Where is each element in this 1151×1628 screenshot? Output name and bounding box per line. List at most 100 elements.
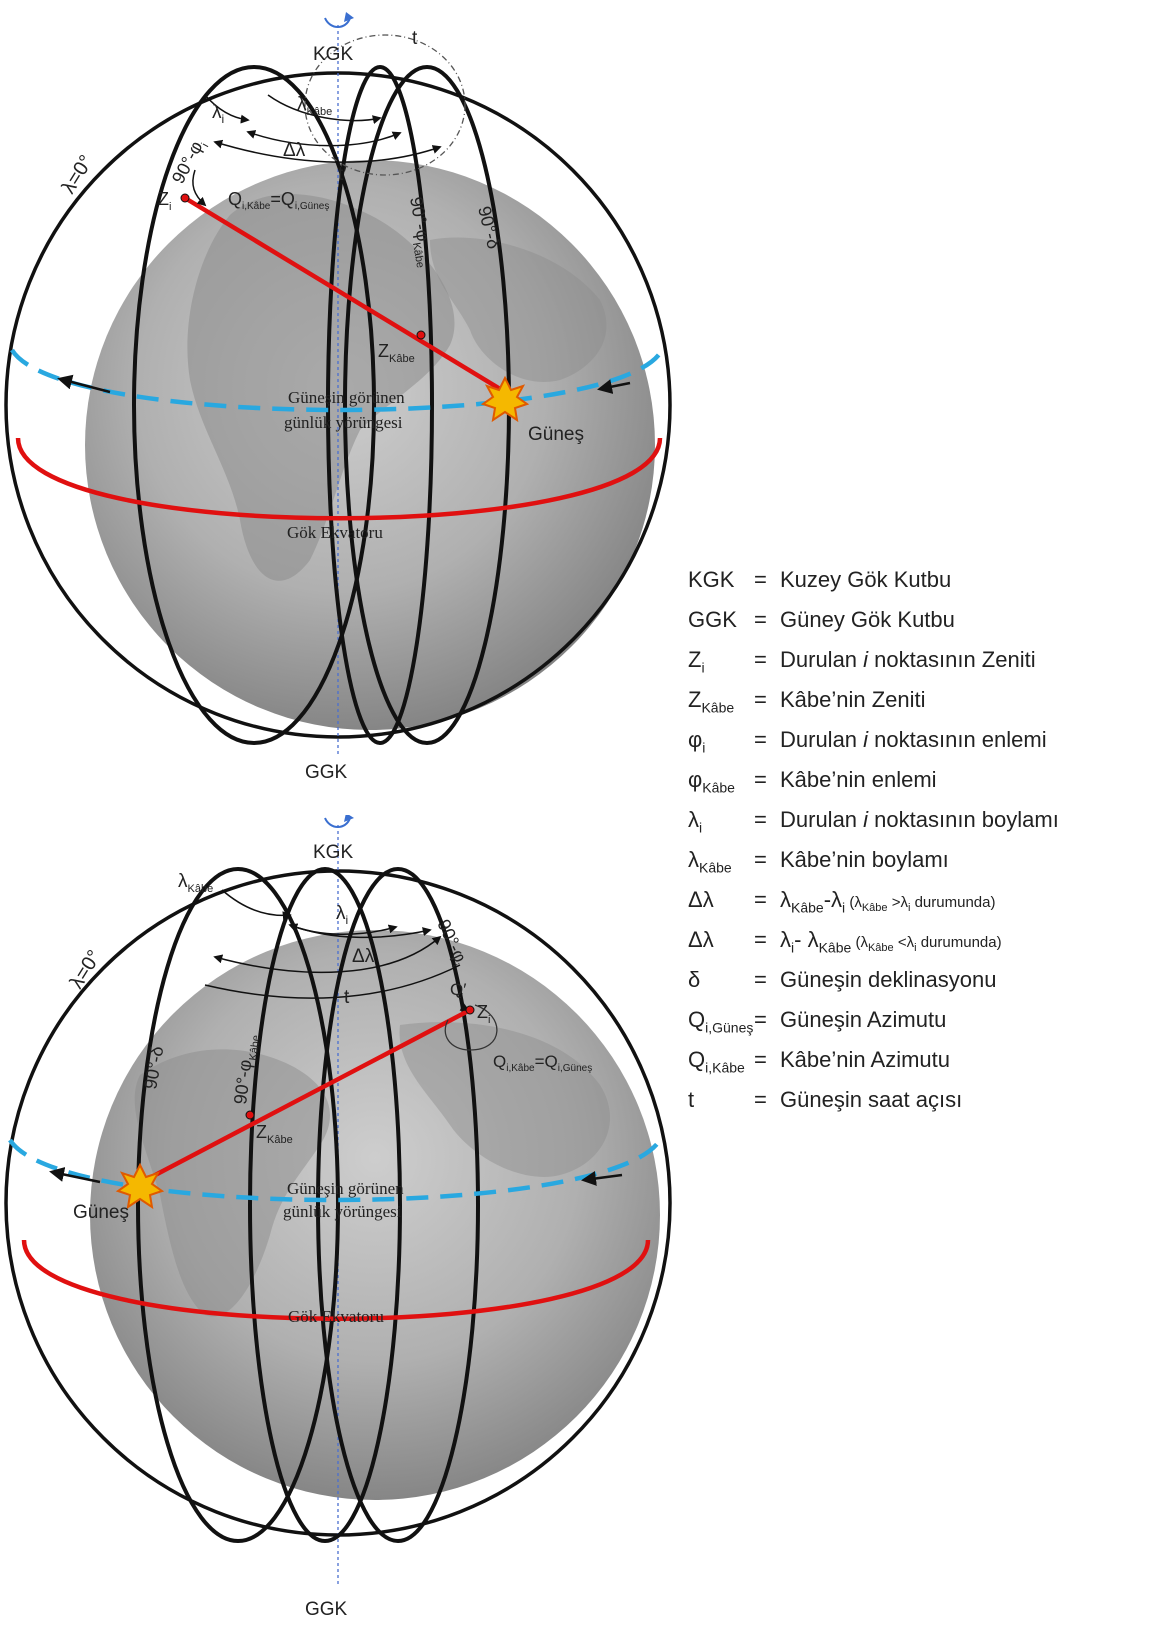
legend-row: Qi,Kâbe = Kâbe’nin Azimutu — [688, 1040, 1148, 1080]
legend-equals: = — [754, 607, 767, 632]
meridian-i — [316, 867, 480, 1543]
arc-lambda-kabe — [221, 889, 292, 921]
equator-label: Gök Ekvatoru — [287, 523, 383, 542]
legend-definition: Kuzey Gök Kutbu — [780, 567, 952, 592]
legend-equals: = — [754, 967, 767, 992]
lambda-kabe-label: λKâbe — [178, 871, 213, 895]
azimuth-equality-label: Qi,Kâbe=Qi,Güneş — [228, 189, 329, 212]
legend-definition: Durulan i noktasının enlemi — [780, 727, 1047, 752]
symbol-legend: KGK = Kuzey Gök Kutbu GGK = Güney Gök Ku… — [688, 560, 1148, 1120]
legend-symbol: δ — [688, 967, 701, 992]
lambda-zero-label: λ=0° — [58, 151, 98, 197]
continent-shape — [430, 237, 607, 382]
legend-symbol: Qi,Kâbe — [688, 1047, 745, 1076]
legend-definition: λKâbe-λi (λKâbe >λi durumunda) — [780, 887, 996, 916]
arc-delta-lambda — [213, 139, 442, 163]
continent-shape — [187, 194, 455, 581]
celestial-sphere-diagram-top: KGK GGK t t′ Δλ λ=0° λi λKâbe 90°-φi 90°… — [4, 12, 672, 783]
legend-symbol: t — [688, 1087, 695, 1112]
celestial-sphere-diagram-bottom: KGK GGK t Q′ Δλ λ=0° λKâbe λi 90°-φi 90°… — [4, 815, 672, 1620]
legend-equals: = — [754, 1047, 767, 1072]
arc-hour-angle — [204, 964, 461, 999]
equator-label: Gök Ekvatoru — [288, 1307, 384, 1326]
arc-delta-lambda — [213, 935, 442, 974]
meridian-kabe — [326, 65, 434, 745]
legend-definition: Durulan i noktasının Zeniti — [780, 647, 1036, 672]
legend-equals: = — [754, 687, 767, 712]
q-prime-label: Q′ — [450, 980, 466, 999]
celestial-equator — [21, 1239, 651, 1321]
sun-icon — [115, 1162, 165, 1210]
delta-lambda-label: Δλ — [352, 946, 375, 967]
zenith-kabe-label: ZKâbe — [378, 341, 415, 365]
meridian-i — [132, 65, 376, 745]
legend-symbol: λKâbe — [688, 847, 732, 876]
lambda-i-label: λi — [336, 903, 348, 927]
legend-definition: Kâbe’nin enlemi — [780, 767, 937, 792]
legend-definition: Güneşin Azimutu — [780, 1007, 947, 1032]
legend-definition: Güney Gök Kutbu — [780, 607, 955, 632]
azimuth-equality-label: Qi,Kâbe=Qi,Güneş — [493, 1052, 592, 1074]
legend-row: Qi,Güneş = Güneşin Azimutu — [688, 1000, 1148, 1040]
orbit-label-line2: günlük yörüngesi — [284, 413, 403, 432]
legend-equals: = — [754, 647, 767, 672]
legend-equals: = — [754, 1007, 767, 1032]
hour-angle-label: t — [412, 28, 418, 49]
legend-symbol: KGK — [688, 567, 735, 592]
zenith-i-label: Zi — [158, 189, 171, 213]
zenith-i-marker — [465, 1005, 475, 1015]
orbit-label-line2: günlük yörüngesi — [283, 1202, 402, 1221]
legend-symbol: φi — [688, 727, 706, 756]
legend-symbol: Zi — [688, 647, 705, 676]
zenith-kabe-marker — [245, 1110, 255, 1120]
legend-symbol: λi — [688, 807, 703, 836]
legend-equals: = — [754, 567, 767, 592]
sun-daily-orbit — [10, 348, 664, 413]
hour-angle-prime-label: t′ — [338, 164, 347, 185]
great-circle-arc — [138, 1008, 472, 1185]
hour-angle-label: t — [344, 987, 350, 1008]
legend-definition: Güneşin saat açısı — [780, 1087, 963, 1112]
legend-symbol: Δλ — [688, 927, 714, 952]
legend-row: KGK = Kuzey Gök Kutbu — [688, 560, 1148, 600]
sun-label: Güneş — [528, 424, 584, 445]
orbit-label-line1: Güneşin görünen — [288, 388, 405, 407]
arc-azimuth — [444, 1004, 498, 1051]
orbit-label-line1: Güneşin görünen — [287, 1179, 404, 1198]
continent-shape — [134, 1049, 330, 1317]
lambda-i-label: λi — [212, 102, 224, 126]
orbit-arrow-left — [57, 374, 111, 394]
zenith-i-marker — [180, 193, 190, 203]
legend-definition: λi- λKâbe (λKâbe <λi durumunda) — [780, 927, 1002, 956]
legend-equals: = — [754, 767, 767, 792]
orbit-arrow-right — [581, 1170, 623, 1186]
legend-definition: Kâbe’nin Azimutu — [780, 1047, 950, 1072]
zenith-kabe-marker — [416, 330, 426, 340]
legend-symbol: φKâbe — [688, 767, 735, 796]
arc-lambda-kabe — [267, 94, 382, 125]
orbit-arrow-left — [49, 1167, 101, 1184]
north-pole-label: KGK — [313, 44, 353, 65]
arc-colatitude-i — [192, 169, 207, 207]
legend-symbol: Qi,Güneş — [688, 1007, 754, 1036]
legend-equals: = — [754, 807, 767, 832]
legend-row: t = Güneşin saat açısı — [688, 1080, 1148, 1120]
legend-row: φKâbe = Kâbe’nin enlemi — [688, 760, 1148, 800]
legend-equals: = — [754, 847, 767, 872]
legend-row: ZKâbe = Kâbe’nin Zeniti — [688, 680, 1148, 720]
hour-angle-circle — [304, 34, 466, 176]
legend-definition: Kâbe’nin boylamı — [780, 847, 949, 872]
rotation-arrow-icon — [324, 12, 354, 28]
legend-equals: = — [754, 1087, 767, 1112]
continent-shape — [399, 1022, 611, 1177]
rotation-arrow-icon — [324, 815, 354, 828]
orbit-arrow-right — [597, 379, 631, 395]
sun-label: Güneş — [73, 1202, 129, 1223]
legend-equals: = — [754, 887, 767, 912]
legend-row: Δλ = λKâbe-λi (λKâbe >λi durumunda) — [688, 880, 1148, 920]
legend-row: Zi = Durulan i noktasının Zeniti — [688, 640, 1148, 680]
legend-symbol: Δλ — [688, 887, 714, 912]
north-pole-label: KGK — [313, 842, 353, 863]
legend-equals: = — [754, 727, 767, 752]
legend-row: Δλ = λi- λKâbe (λKâbe <λi durumunda) — [688, 920, 1148, 960]
